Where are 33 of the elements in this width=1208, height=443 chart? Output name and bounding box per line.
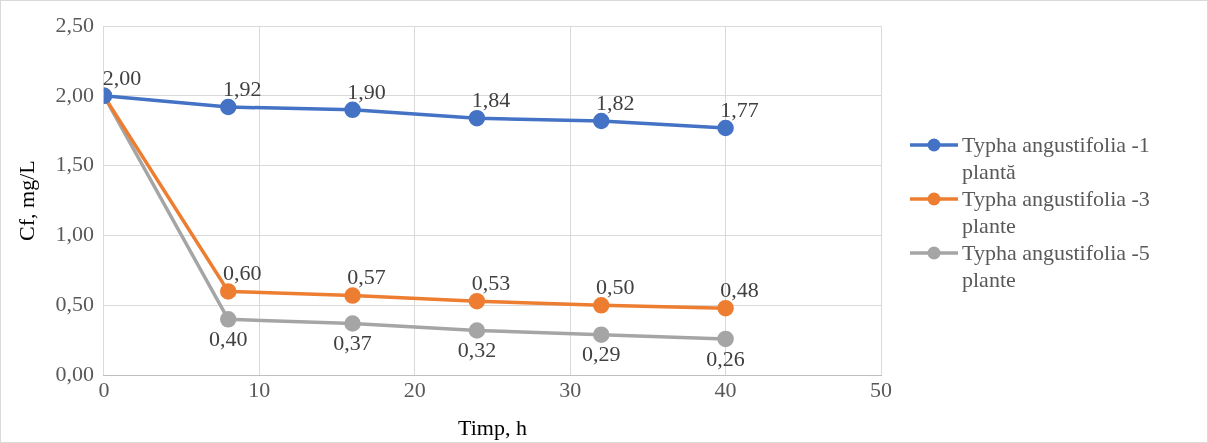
legend-label: Typha angustifolia -5 plante (962, 239, 1151, 293)
x-axis-title: Timp, h (458, 414, 527, 440)
y-tick-label: 1,00 (55, 221, 94, 247)
y-tick-label: 2,00 (55, 81, 94, 107)
data-label: 1,90 (347, 78, 386, 104)
data-label: 0,50 (595, 274, 635, 300)
data-label: 0,29 (581, 341, 621, 367)
data-label: 0,37 (333, 330, 372, 356)
y-tick-label: 1,50 (55, 151, 94, 177)
data-label: 0,48 (720, 276, 759, 302)
data-label: 0,32 (457, 337, 497, 363)
x-tick-label: 40 (714, 377, 737, 403)
legend-label: Typha angustifolia -3 plante (962, 185, 1151, 239)
y-tick-label: 0,00 (55, 360, 94, 386)
x-tick-label: 0 (98, 377, 110, 403)
data-label: 0,57 (347, 264, 386, 290)
y-tick-label: 2,50 (55, 11, 94, 37)
data-label: 2,00 (102, 64, 142, 90)
data-label: 1,84 (471, 86, 511, 112)
data-label: 1,77 (720, 96, 759, 122)
data-label: 0,40 (208, 326, 248, 352)
legend-label: Typha angustifolia -1 plantă (962, 131, 1151, 185)
data-label: 0,26 (706, 345, 745, 371)
data-label: 0,60 (222, 260, 262, 286)
data-label: 0,53 (471, 269, 511, 295)
x-tick-label: 30 (559, 377, 582, 403)
x-tick-label: 10 (248, 377, 271, 403)
y-axis-title: Cf, mg/L (13, 160, 39, 241)
data-label: 1,92 (222, 75, 262, 101)
y-tick-label: 0,50 (55, 291, 94, 317)
data-label: 1,82 (595, 89, 635, 115)
x-tick-label: 20 (403, 377, 426, 403)
x-tick-label: 50 (870, 377, 892, 403)
